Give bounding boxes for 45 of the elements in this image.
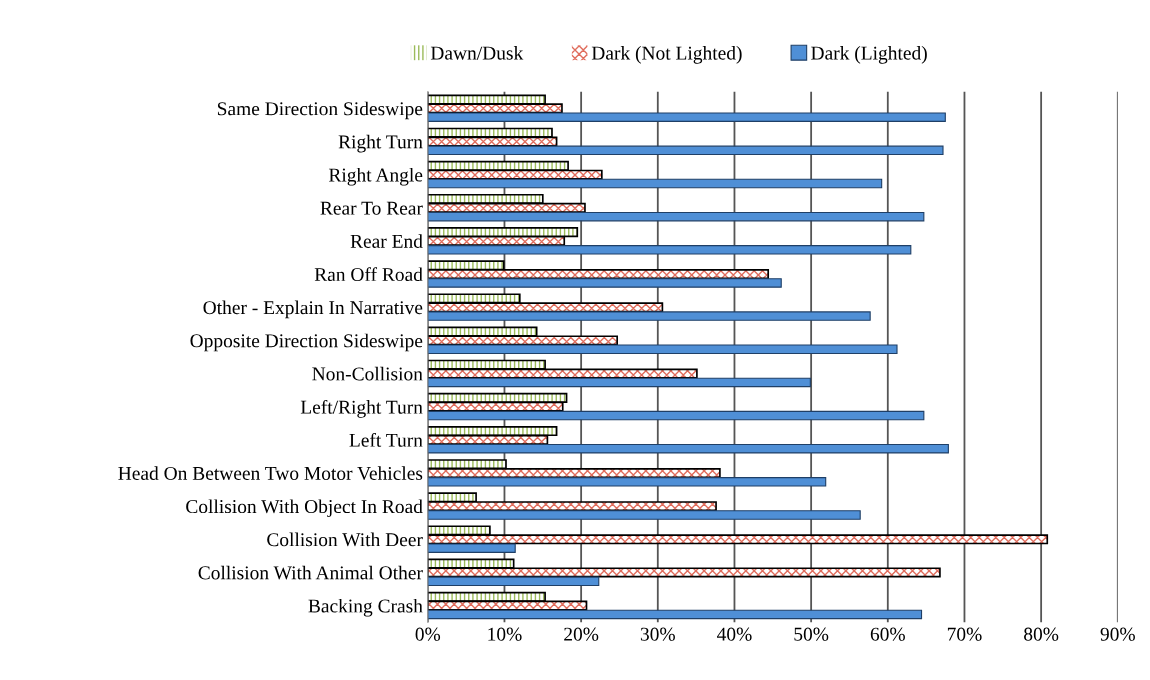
bar bbox=[427, 112, 946, 122]
legend-label: Dark (Not Lighted) bbox=[591, 46, 742, 64]
bar bbox=[427, 543, 516, 553]
y-tick-label: Rear To Rear bbox=[320, 201, 423, 215]
bar bbox=[427, 344, 898, 355]
bar bbox=[427, 410, 925, 421]
x-tick-label: 80% bbox=[1024, 627, 1059, 641]
x-tick-label: 30% bbox=[640, 627, 675, 641]
x-tick-label: 60% bbox=[870, 627, 905, 641]
bar bbox=[427, 443, 949, 454]
x-tick-label: 10% bbox=[488, 627, 522, 641]
bar bbox=[427, 178, 883, 189]
y-tick-label: Collision With Object In Road bbox=[186, 499, 423, 518]
x-tick-label: 90% bbox=[1100, 627, 1135, 641]
legend-label: Dark (Lighted) bbox=[811, 46, 927, 64]
y-tick-label: Left/Right Turn bbox=[300, 399, 423, 418]
x-tick-label: 50% bbox=[794, 627, 829, 641]
bar bbox=[427, 510, 861, 520]
bar bbox=[427, 609, 923, 620]
bar bbox=[427, 278, 782, 288]
bar bbox=[427, 576, 600, 587]
bar bbox=[427, 245, 912, 255]
y-tick-label: Collision With Animal Other bbox=[198, 565, 423, 580]
bar bbox=[427, 211, 925, 222]
y-tick-label: Right Angle bbox=[328, 167, 423, 186]
y-tick-label: Non-Collision bbox=[312, 366, 423, 381]
y-tick-label: Left Turn bbox=[349, 432, 423, 447]
y-tick-label: Same Direction Sideswipe bbox=[217, 101, 423, 120]
bar bbox=[427, 477, 827, 487]
x-tick-label: 20% bbox=[564, 627, 599, 641]
bar bbox=[427, 311, 871, 321]
y-tick-label: Opposite Direction Sideswipe bbox=[190, 333, 423, 352]
y-tick-label: Ran Off Road bbox=[314, 267, 423, 282]
y-tick-label: Collision With Deer bbox=[267, 532, 423, 547]
y-tick-label: Backing Crash bbox=[308, 598, 423, 617]
legend-label: Dawn/Dusk bbox=[430, 46, 524, 60]
x-tick-label: 70% bbox=[947, 627, 982, 641]
x-tick-label: 40% bbox=[717, 627, 752, 641]
bar bbox=[427, 145, 944, 156]
y-tick-label: Head On Between Two Motor Vehicles bbox=[118, 466, 423, 481]
bar bbox=[427, 377, 811, 388]
y-tick-label: Rear End bbox=[350, 234, 423, 248]
y-tick-label: Other - Explain In Narrative bbox=[203, 300, 423, 319]
x-tick-label: 0% bbox=[415, 627, 441, 641]
y-tick-label: Right Turn bbox=[338, 134, 423, 153]
